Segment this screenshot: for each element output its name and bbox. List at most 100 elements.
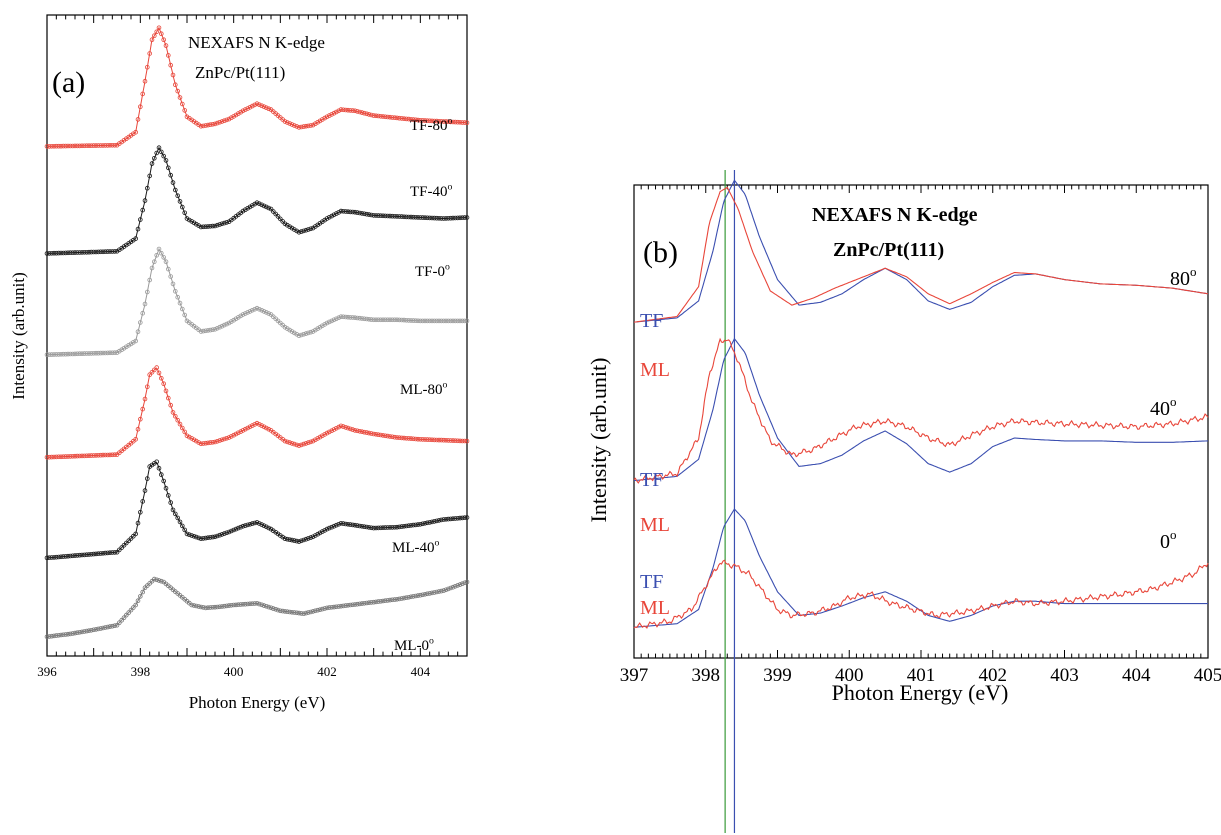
data-point bbox=[336, 108, 342, 114]
data-point bbox=[70, 143, 75, 149]
data-point bbox=[263, 204, 269, 210]
data-point bbox=[161, 255, 167, 260]
data-point bbox=[224, 435, 230, 441]
series-line-ml-80 bbox=[47, 367, 467, 458]
data-point bbox=[166, 53, 171, 58]
data-point bbox=[436, 216, 442, 221]
data-point bbox=[331, 427, 337, 432]
data-point bbox=[420, 215, 426, 220]
data-point bbox=[103, 625, 108, 630]
data-point bbox=[46, 634, 52, 639]
data-point bbox=[46, 454, 52, 460]
data-point bbox=[263, 425, 269, 431]
data-point bbox=[53, 454, 59, 460]
angle-label-80: 80o bbox=[1170, 264, 1197, 290]
data-point bbox=[103, 249, 108, 255]
data-point bbox=[65, 454, 71, 459]
data-point bbox=[138, 320, 143, 325]
data-point bbox=[63, 143, 68, 149]
data-point bbox=[347, 209, 353, 215]
data-point bbox=[170, 281, 176, 287]
data-point bbox=[333, 522, 339, 528]
data-point bbox=[266, 525, 272, 531]
data-point bbox=[152, 576, 157, 582]
data-point bbox=[236, 525, 241, 531]
data-point bbox=[89, 551, 94, 557]
data-point bbox=[51, 250, 57, 256]
data-point bbox=[226, 435, 232, 440]
data-point bbox=[396, 317, 402, 323]
data-point bbox=[65, 553, 71, 559]
data-point bbox=[252, 422, 258, 427]
data-point bbox=[347, 426, 353, 432]
data-point bbox=[112, 249, 117, 254]
data-point bbox=[65, 351, 71, 357]
data-point bbox=[448, 119, 454, 125]
data-point bbox=[163, 388, 169, 394]
data-point bbox=[284, 120, 290, 125]
data-point bbox=[119, 545, 124, 550]
data-point bbox=[224, 530, 230, 536]
data-point bbox=[296, 539, 302, 544]
data-point bbox=[191, 533, 197, 539]
data-point bbox=[44, 352, 50, 358]
data-point bbox=[438, 437, 444, 443]
data-point bbox=[133, 531, 139, 537]
data-point bbox=[250, 307, 255, 313]
data-point bbox=[347, 602, 353, 608]
data-point bbox=[361, 316, 367, 322]
data-point bbox=[350, 108, 356, 113]
data-point bbox=[434, 215, 440, 221]
data-point bbox=[243, 207, 248, 213]
data-point bbox=[79, 629, 85, 635]
data-point bbox=[427, 215, 433, 221]
data-point bbox=[86, 552, 92, 557]
data-point bbox=[368, 525, 374, 531]
data-point bbox=[382, 213, 388, 219]
x-tick-label: 399 bbox=[763, 665, 792, 686]
data-point bbox=[429, 437, 435, 443]
data-point bbox=[380, 598, 386, 604]
data-point bbox=[459, 515, 465, 521]
data-point bbox=[222, 322, 227, 328]
data-point bbox=[72, 250, 78, 255]
data-point bbox=[317, 607, 323, 612]
data-point bbox=[417, 592, 423, 598]
data-point bbox=[427, 520, 433, 525]
data-point bbox=[413, 117, 419, 123]
data-point bbox=[338, 423, 344, 429]
data-point bbox=[354, 601, 360, 607]
data-point bbox=[354, 523, 360, 528]
data-point bbox=[308, 535, 314, 540]
data-point bbox=[100, 249, 106, 255]
data-point bbox=[298, 332, 304, 338]
data-point bbox=[133, 236, 139, 241]
data-point bbox=[159, 31, 164, 37]
data-point bbox=[429, 519, 435, 525]
data-point bbox=[128, 536, 134, 541]
data-point bbox=[70, 453, 75, 459]
data-point bbox=[250, 521, 255, 526]
data-point bbox=[382, 598, 388, 603]
data-point bbox=[399, 116, 405, 121]
data-point bbox=[422, 118, 428, 123]
data-point bbox=[420, 118, 426, 123]
data-point bbox=[287, 609, 293, 615]
data-point bbox=[135, 598, 141, 603]
data-point bbox=[231, 527, 237, 533]
data-point bbox=[70, 351, 75, 357]
data-point bbox=[303, 227, 309, 233]
data-point bbox=[168, 172, 174, 178]
panel-a-y-axis-label: Intensity (arb.unit) bbox=[9, 272, 28, 399]
data-point bbox=[212, 121, 218, 127]
data-point bbox=[315, 607, 321, 613]
data-point bbox=[173, 187, 178, 193]
data-point bbox=[352, 315, 358, 321]
data-point bbox=[336, 424, 342, 430]
data-point bbox=[170, 507, 176, 513]
data-point bbox=[65, 631, 71, 637]
series-label-tf-80: TF-80o bbox=[410, 115, 453, 134]
data-point bbox=[443, 119, 449, 124]
data-point bbox=[231, 432, 237, 438]
data-point bbox=[289, 225, 295, 231]
